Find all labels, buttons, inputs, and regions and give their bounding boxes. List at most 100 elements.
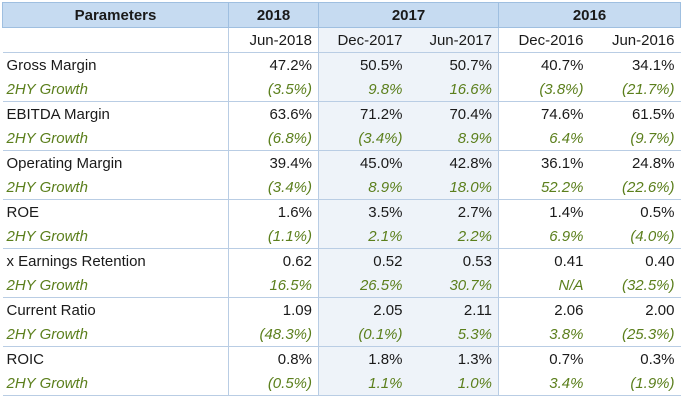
growth-value: 30.7% (408, 273, 499, 298)
metric-value: 50.7% (408, 52, 499, 77)
year-header-2018: 2018 (228, 2, 319, 28)
growth-value: 1.0% (408, 371, 499, 396)
metric-value: 2.06 (554, 301, 584, 319)
growth-value: (0.5%) (228, 371, 319, 396)
growth-value: 3.8% (498, 322, 590, 347)
metric-value: 39.4% (228, 150, 319, 175)
growth-value: (1.1%) (228, 224, 319, 249)
growth-value: (4.0%) (589, 224, 681, 249)
growth-value: (3.4%) (318, 126, 409, 151)
growth-row: 2HY Growth (0.5%) 1.1% 1.0% 3.4% (1.9%) (2, 371, 681, 396)
growth-value: 2.1% (318, 224, 409, 249)
metric-value: 0.8% (228, 346, 319, 371)
growth-value: 1.1% (318, 371, 409, 396)
growth-row: 2HY Growth (1.1%) 2.1% 2.2% 6.9% (4.0%) (2, 224, 681, 249)
growth-value: (3.4%) (228, 175, 319, 200)
metric-value: 36.1% (540, 154, 584, 172)
growth-value: (32.5%) (589, 273, 681, 298)
period-header: Dec-2016 (498, 27, 590, 53)
metric-value: 2.00 (645, 301, 675, 319)
growth-value: 6.4% (498, 126, 590, 151)
growth-row: 2HY Growth (3.4%) 8.9% 18.0% 52.2% (22.6%) (2, 175, 681, 200)
financial-parameters-table: Parameters 2018 2017 2016 Jun-2018 Dec-2… (2, 2, 681, 396)
growth-value: 18.0% (408, 175, 499, 200)
growth-row: 2HY Growth (6.8%) (3.4%) 8.9% 6.4% (9.7%) (2, 126, 681, 151)
metric-row: Operating Margin 39.4% 45.0% 42.8% 36.1% 24.8… (3, 150, 681, 175)
growth-value: N/A (498, 273, 590, 298)
growth-value: 8.9% (318, 175, 409, 200)
growth-value: 9.8% (318, 77, 409, 102)
growth-value: (3.5%) (228, 77, 319, 102)
metric-label: x Earnings Retention (6, 252, 146, 270)
metric-row: EBITDA Margin 63.6% 71.2% 70.4% 74.6% 61.5% (3, 101, 681, 126)
period-header: Jun-2018 (228, 27, 319, 53)
metric-row: x Earnings Retention 0.62 0.52 0.53 0.41 0.40 (3, 248, 681, 273)
metric-value: 0.52 (318, 248, 409, 273)
growth-label: 2HY Growth (2, 322, 229, 347)
metric-value: 42.8% (408, 150, 499, 175)
growth-row: 2HY Growth 16.5% 26.5% 30.7% N/A (32.5%) (2, 273, 681, 298)
metric-value: 1.8% (318, 346, 409, 371)
growth-value: (1.9%) (589, 371, 681, 396)
metric-value: 74.6% (540, 105, 584, 123)
metric-value: 24.8% (631, 154, 675, 172)
growth-value: (48.3%) (228, 322, 319, 347)
growth-value: 52.2% (498, 175, 590, 200)
growth-label: 2HY Growth (2, 371, 229, 396)
growth-value: 3.4% (498, 371, 590, 396)
metric-label: Gross Margin (6, 56, 97, 74)
growth-value: (22.6%) (589, 175, 681, 200)
metric-value: 1.3% (408, 346, 499, 371)
growth-value: 16.5% (228, 273, 319, 298)
metric-value: 0.5% (640, 203, 675, 221)
period-header: Jun-2017 (408, 27, 499, 53)
metric-value: 3.5% (318, 199, 409, 224)
metric-row: ROIC 0.8% 1.8% 1.3% 0.7% 0.3% (3, 346, 681, 371)
metric-value: 47.2% (228, 52, 319, 77)
metric-value: 40.7% (540, 56, 584, 74)
metric-row: ROE 1.6% 3.5% 2.7% 1.4% 0.5% (3, 199, 681, 224)
metric-value: 1.6% (228, 199, 319, 224)
period-header: Jun-2016 (589, 27, 681, 53)
metric-value: 1.4% (549, 203, 584, 221)
growth-value: 16.6% (408, 77, 499, 102)
metric-value: 0.3% (640, 350, 675, 368)
growth-row: 2HY Growth (48.3%) (0.1%) 5.3% 3.8% (25.3%) (2, 322, 681, 347)
metric-label: Current Ratio (6, 301, 96, 319)
year-header-2016: 2016 (498, 2, 681, 28)
metric-label: Operating Margin (6, 154, 123, 172)
growth-value: 8.9% (408, 126, 499, 151)
growth-label: 2HY Growth (2, 126, 229, 151)
growth-value: (9.7%) (589, 126, 681, 151)
growth-row: 2HY Growth (3.5%) 9.8% 16.6% (3.8%) (21.7%) (2, 77, 681, 102)
metric-value: 71.2% (318, 101, 409, 126)
metric-value: 0.7% (549, 350, 584, 368)
parameters-header: Parameters (2, 2, 229, 28)
growth-value: (3.8%) (498, 77, 590, 102)
metric-value: 63.6% (228, 101, 319, 126)
growth-value: 6.9% (498, 224, 590, 249)
metric-value: 45.0% (318, 150, 409, 175)
metric-row: Current Ratio 1.09 2.05 2.11 2.06 2.00 (3, 297, 681, 322)
period-header-blank (2, 27, 229, 53)
year-header-2017: 2017 (318, 2, 499, 28)
metric-label: EBITDA Margin (6, 105, 110, 123)
period-header-row: Jun-2018 Dec-2017 Jun-2017 Dec-2016 Jun-… (2, 27, 681, 53)
metric-row: Gross Margin 47.2% 50.5% 50.7% 40.7% 34.1% (3, 52, 681, 77)
metric-value: 0.41 (554, 252, 584, 270)
metric-value: 0.53 (408, 248, 499, 273)
growth-value: 26.5% (318, 273, 409, 298)
metric-label: ROIC (6, 350, 45, 368)
growth-value: 2.2% (408, 224, 499, 249)
growth-value: (0.1%) (318, 322, 409, 347)
growth-value: (6.8%) (228, 126, 319, 151)
growth-label: 2HY Growth (2, 224, 229, 249)
metric-value: 2.05 (318, 297, 409, 322)
growth-value: (25.3%) (589, 322, 681, 347)
metric-value: 2.7% (408, 199, 499, 224)
growth-value: 5.3% (408, 322, 499, 347)
metric-value: 61.5% (631, 105, 675, 123)
metric-value: 70.4% (408, 101, 499, 126)
period-header: Dec-2017 (318, 27, 409, 53)
metric-value: 1.09 (228, 297, 319, 322)
